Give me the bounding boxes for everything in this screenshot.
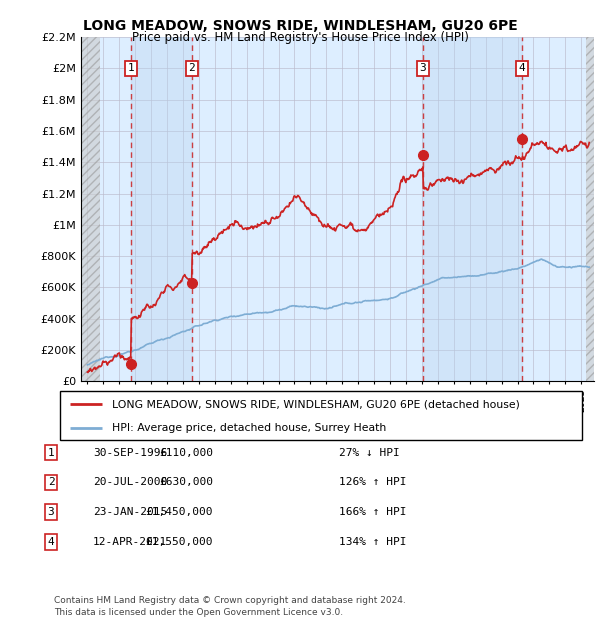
Text: 30-SEP-1996: 30-SEP-1996 (93, 448, 167, 458)
Text: 4: 4 (47, 537, 55, 547)
FancyBboxPatch shape (60, 391, 582, 440)
Text: 3: 3 (47, 507, 55, 517)
Text: 1: 1 (47, 448, 55, 458)
Text: £1,450,000: £1,450,000 (146, 507, 213, 517)
Text: 126% ↑ HPI: 126% ↑ HPI (339, 477, 407, 487)
Text: 1: 1 (128, 63, 134, 74)
Text: 3: 3 (419, 63, 427, 74)
Text: £1,550,000: £1,550,000 (146, 537, 213, 547)
Text: 166% ↑ HPI: 166% ↑ HPI (339, 507, 407, 517)
Text: 12-APR-2021: 12-APR-2021 (93, 537, 167, 547)
Text: 2: 2 (47, 477, 55, 487)
Bar (131, 37, 192, 381)
Text: 2: 2 (188, 63, 195, 74)
Text: 20-JUL-2000: 20-JUL-2000 (93, 477, 167, 487)
Text: £110,000: £110,000 (159, 448, 213, 458)
Text: HPI: Average price, detached house, Surrey Heath: HPI: Average price, detached house, Surr… (112, 423, 386, 433)
Text: 27% ↓ HPI: 27% ↓ HPI (339, 448, 400, 458)
Text: £630,000: £630,000 (159, 477, 213, 487)
Text: LONG MEADOW, SNOWS RIDE, WINDLESHAM, GU20 6PE: LONG MEADOW, SNOWS RIDE, WINDLESHAM, GU2… (83, 19, 517, 33)
Text: Contains HM Land Registry data © Crown copyright and database right 2024.
This d: Contains HM Land Registry data © Crown c… (54, 596, 406, 617)
Text: 4: 4 (518, 63, 526, 74)
Text: 23-JAN-2015: 23-JAN-2015 (93, 507, 167, 517)
Text: Price paid vs. HM Land Registry's House Price Index (HPI): Price paid vs. HM Land Registry's House … (131, 31, 469, 44)
Text: 134% ↑ HPI: 134% ↑ HPI (339, 537, 407, 547)
Text: LONG MEADOW, SNOWS RIDE, WINDLESHAM, GU20 6PE (detached house): LONG MEADOW, SNOWS RIDE, WINDLESHAM, GU2… (112, 399, 520, 409)
Bar (423, 37, 522, 381)
